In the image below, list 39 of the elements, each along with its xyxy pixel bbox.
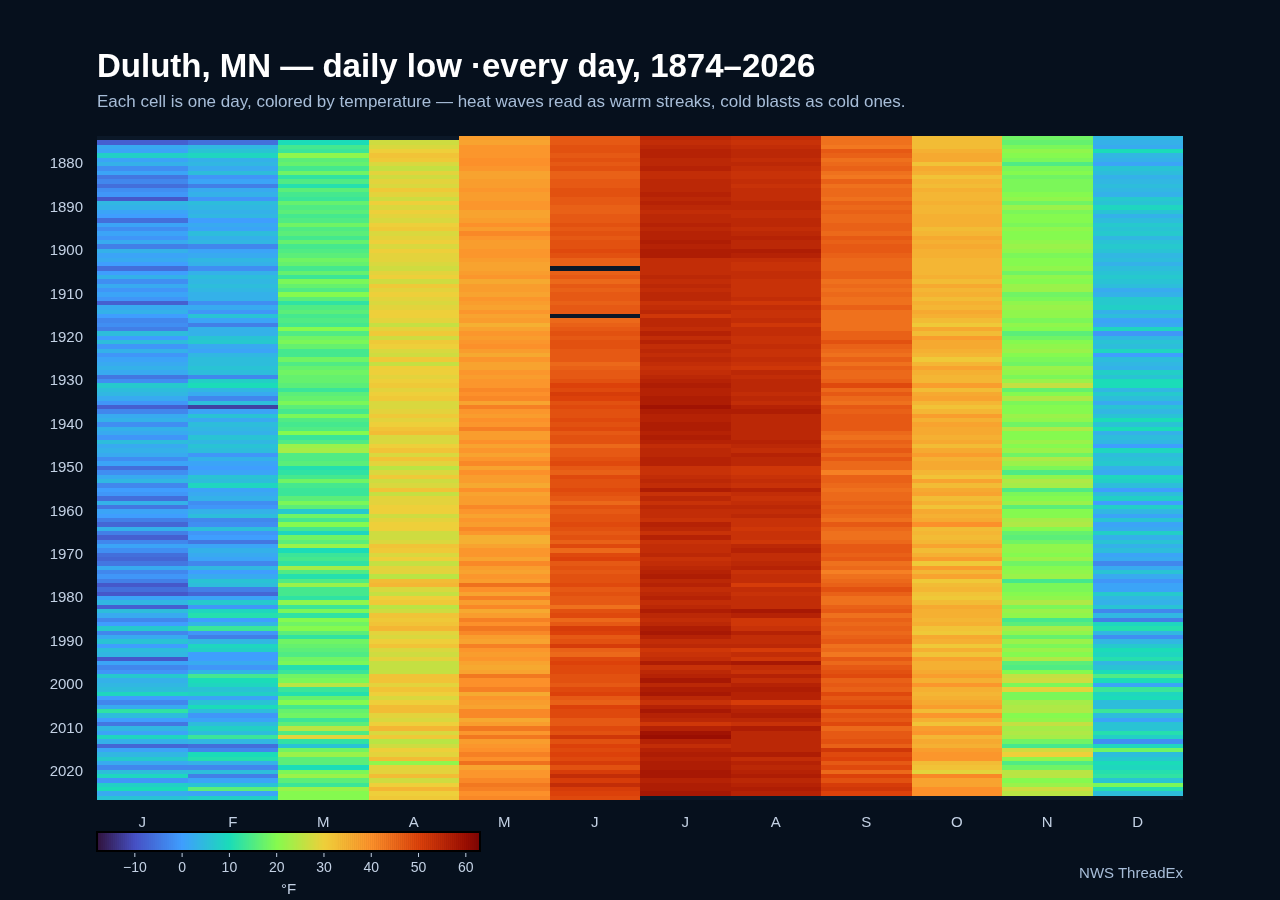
- y-tick-label: 2000: [49, 675, 83, 693]
- x-tick-label: M: [317, 813, 330, 831]
- x-tick-label: A: [770, 813, 781, 831]
- color-bar-label: 0: [178, 858, 187, 875]
- x-tick-label: J: [591, 813, 599, 831]
- chart-title: Duluth, MN — daily low ·every day, 1874–2026: [97, 47, 816, 84]
- y-tick-label: 2020: [49, 761, 83, 779]
- x-tick-label: J: [681, 813, 689, 831]
- color-bar-label: 20: [268, 858, 285, 875]
- y-tick-label: 1960: [49, 501, 83, 519]
- color-bar-label: −10: [122, 858, 147, 875]
- y-tick-label: 1990: [49, 631, 83, 649]
- color-bar-label: 50: [410, 858, 427, 875]
- color-bar-label: 30: [316, 858, 332, 875]
- chart-subtitle: Each cell is one day, colored by temperature — heat waves read as warm streaks, cold blasts as cold ones.: [97, 92, 906, 111]
- color-bar-label: 60: [458, 858, 474, 875]
- x-tick-label: N: [1041, 813, 1053, 831]
- y-tick-label: 1970: [49, 544, 83, 562]
- x-tick-label: O: [950, 813, 963, 831]
- x-tick-label: M: [498, 813, 511, 831]
- x-tick-label: A: [408, 813, 419, 831]
- y-tick-label: 1910: [49, 284, 83, 302]
- y-tick-label: 2010: [49, 718, 83, 736]
- color-bar-title: °F: [280, 880, 297, 898]
- y-tick-label: 1890: [49, 197, 83, 215]
- y-tick-label: 1920: [49, 327, 83, 345]
- y-tick-label: 1940: [49, 414, 83, 432]
- x-tick-label: F: [228, 813, 238, 831]
- y-tick-label: 1950: [49, 458, 83, 476]
- y-tick-label: 1880: [49, 154, 83, 172]
- color-bar-label: 10: [221, 858, 238, 875]
- y-tick-label: 1980: [49, 588, 83, 606]
- x-tick-label: D: [1132, 813, 1144, 831]
- color-bar-label: 40: [363, 858, 380, 875]
- y-tick-label: 1900: [49, 241, 83, 259]
- y-tick-label: 1930: [49, 371, 83, 389]
- text: NWS ThreadEx: [1079, 864, 1184, 881]
- x-tick-label: S: [861, 813, 872, 831]
- x-tick-label: J: [138, 813, 146, 831]
